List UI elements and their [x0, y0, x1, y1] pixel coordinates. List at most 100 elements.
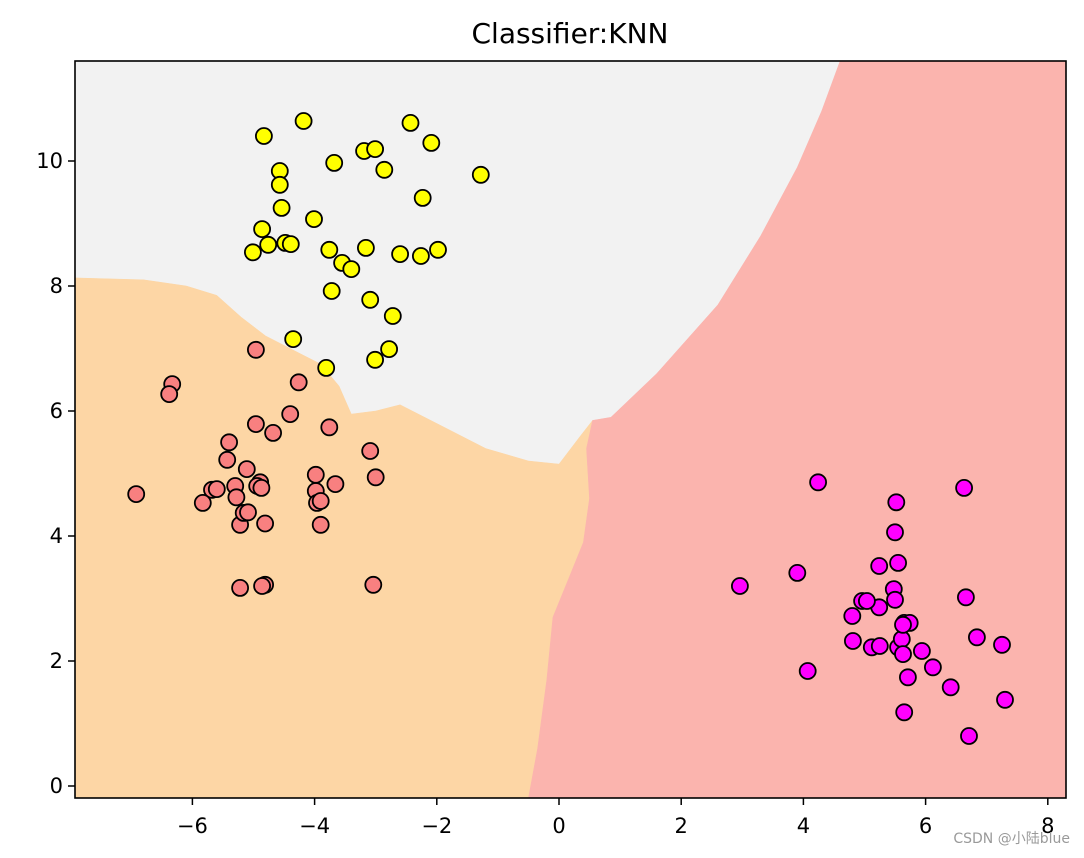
data-point — [326, 475, 345, 494]
axes-frame — [74, 60, 1067, 799]
data-point — [306, 465, 325, 484]
data-point — [993, 635, 1011, 654]
x-tick-label: 6 — [919, 814, 932, 838]
x-tick-label: 0 — [552, 814, 565, 838]
data-point — [270, 175, 289, 194]
data-point — [413, 188, 432, 207]
data-point — [218, 450, 237, 469]
series-class-magenta — [731, 473, 1014, 745]
data-point — [231, 579, 250, 597]
data-point — [886, 523, 904, 542]
data-point — [356, 238, 375, 257]
data-point — [320, 418, 339, 437]
data-point — [957, 588, 975, 607]
data-point — [429, 240, 447, 259]
x-tick-label: 8 — [1041, 814, 1054, 838]
x-tick-label: 4 — [797, 814, 810, 838]
data-point — [375, 160, 394, 179]
data-point — [899, 668, 917, 687]
x-tick-label: −2 — [421, 814, 452, 838]
data-point — [317, 358, 336, 377]
data-point — [401, 114, 420, 132]
data-point — [731, 577, 749, 595]
data-point — [887, 493, 906, 512]
data-point — [227, 488, 246, 507]
decision-regions — [75, 61, 1066, 798]
data-point — [913, 642, 931, 660]
data-point — [272, 198, 291, 217]
data-point — [325, 153, 344, 172]
data-point — [246, 415, 265, 434]
data-point — [239, 503, 257, 522]
x-axis: −6 −4 −2 0 2 4 6 8 — [177, 798, 1054, 838]
data-point — [256, 514, 275, 533]
data-point — [894, 615, 912, 634]
y-tick-label: 8 — [50, 274, 63, 298]
data-point — [870, 637, 889, 655]
series-class-salmon — [127, 340, 385, 597]
data-point — [259, 235, 278, 254]
data-point — [788, 564, 807, 582]
data-point — [207, 480, 226, 499]
data-point — [305, 210, 323, 229]
data-point — [264, 423, 283, 442]
data-point — [160, 385, 179, 404]
data-point — [366, 140, 385, 159]
data-point — [968, 628, 986, 647]
data-point — [843, 607, 862, 625]
data-point — [798, 662, 817, 680]
data-point — [886, 590, 904, 609]
data-point — [294, 112, 313, 130]
data-point — [284, 330, 303, 349]
data-point — [237, 460, 256, 479]
data-point — [955, 478, 973, 497]
data-point — [364, 575, 383, 594]
data-point — [941, 678, 960, 697]
x-tick-label: 2 — [675, 814, 688, 838]
data-point — [858, 592, 876, 610]
data-point — [422, 133, 441, 152]
data-point — [996, 690, 1014, 709]
data-point — [471, 165, 490, 184]
data-point — [281, 235, 300, 254]
data-point — [391, 245, 410, 264]
data-point — [383, 307, 402, 325]
watermark: CSDN @小陆blue — [953, 831, 1070, 847]
data-point — [380, 340, 399, 359]
data-point — [809, 473, 827, 492]
data-point — [311, 515, 330, 534]
data-point — [361, 290, 380, 309]
data-point — [253, 220, 272, 239]
data-point — [243, 243, 262, 262]
x-tick-label: −6 — [177, 814, 208, 838]
y-axis: 0 2 4 6 8 10 — [36, 149, 75, 798]
y-tick-label: 6 — [50, 399, 63, 423]
data-point — [960, 727, 978, 745]
data-point — [895, 703, 914, 722]
y-tick-label: 4 — [50, 524, 63, 548]
y-tick-label: 0 — [50, 774, 63, 798]
data-point — [844, 632, 862, 650]
data-point — [220, 433, 239, 452]
data-point — [127, 485, 146, 504]
data-point — [289, 373, 308, 392]
data-point — [193, 493, 212, 512]
series-class-yellow — [243, 112, 490, 377]
x-tick-label: −4 — [299, 814, 330, 838]
y-tick-label: 10 — [36, 149, 63, 173]
data-point — [252, 478, 271, 497]
y-tick-label: 2 — [50, 649, 63, 673]
chart-title: Classifier:KNN — [471, 17, 668, 50]
data-point — [870, 557, 889, 575]
data-point — [254, 127, 273, 145]
data-point — [894, 645, 912, 663]
data-point — [311, 492, 330, 510]
data-point — [924, 658, 942, 677]
data-point — [342, 260, 361, 279]
data-point — [281, 405, 300, 424]
data-point — [320, 240, 339, 259]
data-point — [361, 442, 380, 460]
data-point — [246, 340, 265, 359]
data-point — [322, 282, 341, 300]
